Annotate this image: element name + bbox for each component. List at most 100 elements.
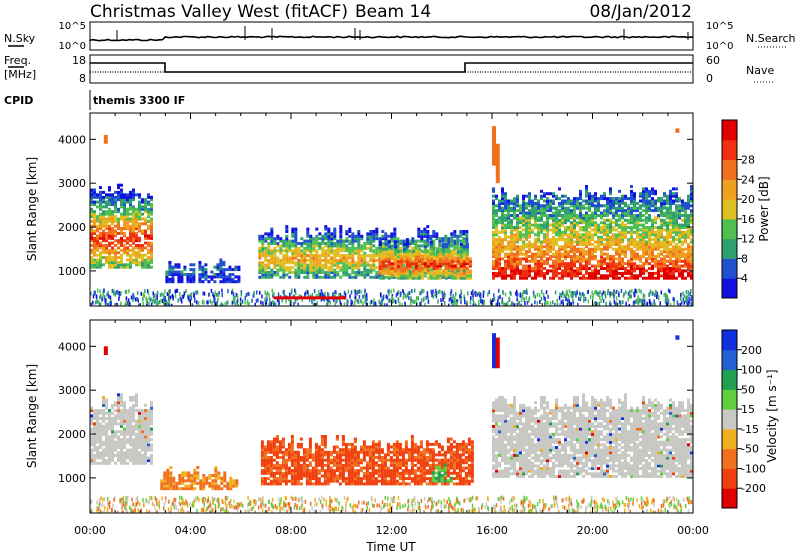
power-speckle (396, 293, 398, 297)
power-cell (672, 236, 675, 239)
power-cell (297, 247, 300, 250)
power-cell (330, 276, 333, 279)
power-cell (654, 216, 657, 219)
power-cell (684, 277, 687, 280)
power-cell (439, 253, 442, 256)
power-speckle (210, 299, 212, 303)
power-cell (219, 280, 222, 283)
power-cell (411, 247, 414, 250)
power-cell (99, 191, 102, 194)
velocity-cell (99, 454, 102, 457)
power-speckle (168, 294, 170, 298)
power-speckle (431, 293, 433, 297)
power-cell (318, 242, 321, 245)
power-cell (585, 212, 588, 215)
power-cell (397, 250, 400, 253)
power-cell (522, 265, 525, 268)
power-cell (213, 280, 216, 283)
power-cell (519, 269, 522, 272)
power-cell (267, 242, 270, 245)
power-cell (681, 224, 684, 227)
power-speckle (295, 300, 297, 304)
power-cell (633, 214, 636, 217)
power-cell (117, 232, 120, 235)
power-cell (390, 232, 393, 235)
power-speckle (97, 289, 99, 293)
power-speckle (272, 300, 274, 304)
power-cell (660, 274, 663, 277)
power-cell (420, 230, 423, 233)
power-cell (525, 265, 528, 268)
power-speckle (142, 293, 144, 297)
power-speckle (608, 289, 610, 293)
ytick-label: 2000 (58, 221, 86, 234)
power-cell (645, 241, 648, 244)
power-cell (660, 197, 663, 200)
power-cell (300, 242, 303, 245)
velocity-cell (93, 457, 96, 460)
power-cell (585, 185, 588, 188)
power-speckle (246, 293, 248, 297)
power-cell (642, 214, 645, 217)
power-cell (420, 244, 423, 247)
power-speckle (472, 298, 474, 302)
colorbar-swatch-power (722, 140, 737, 160)
power-speckle (113, 291, 115, 295)
power-speckle (667, 298, 669, 302)
power-cell (345, 230, 348, 233)
power-cell (456, 235, 459, 238)
power-cell (516, 245, 519, 248)
power-cell (642, 219, 645, 222)
power-cell (102, 191, 105, 194)
power-cell (585, 277, 588, 280)
power-cell (546, 257, 549, 260)
power-speckle (642, 300, 644, 304)
power-speckle (99, 290, 101, 294)
power-speckle (197, 290, 199, 294)
power-cell (129, 249, 132, 252)
power-cell (660, 257, 663, 260)
power-cell (549, 214, 552, 217)
power-cell (669, 267, 672, 270)
power-cell (621, 245, 624, 248)
power-cell (513, 233, 516, 236)
power-cell (531, 253, 534, 256)
power-cell (369, 276, 372, 279)
power-cell (436, 248, 439, 251)
power-cell (561, 214, 564, 217)
power-speckle (107, 303, 109, 307)
power-speckle (487, 292, 489, 296)
power-cell (276, 235, 279, 238)
power-cell (417, 244, 420, 247)
power-speckle (208, 293, 210, 297)
power-speckle (241, 293, 243, 297)
power-cell (615, 248, 618, 251)
power-cell (570, 255, 573, 258)
power-cell (111, 193, 114, 196)
velocity-cell (99, 441, 102, 444)
power-cell (427, 260, 430, 263)
power-cell (439, 248, 442, 251)
power-cell (624, 202, 627, 205)
power-speckle (595, 301, 597, 305)
power-speckle (218, 293, 220, 297)
velocity-cell (96, 422, 99, 425)
power-cell (552, 260, 555, 263)
power-cell (579, 233, 582, 236)
power-cell (552, 200, 555, 203)
power-speckle (227, 300, 229, 304)
power-cell (354, 261, 357, 264)
power-cell (388, 255, 391, 258)
power-cell (117, 246, 120, 249)
power-cell (444, 235, 447, 238)
power-cell (495, 209, 498, 212)
power-speckle (237, 295, 239, 299)
power-cell (591, 212, 594, 215)
power-cell (264, 237, 267, 240)
power-cell (469, 257, 472, 260)
power-cell (126, 263, 129, 266)
power-speckle (498, 296, 500, 300)
power-speckle (427, 294, 429, 298)
cpid-label: CPID (4, 94, 33, 107)
